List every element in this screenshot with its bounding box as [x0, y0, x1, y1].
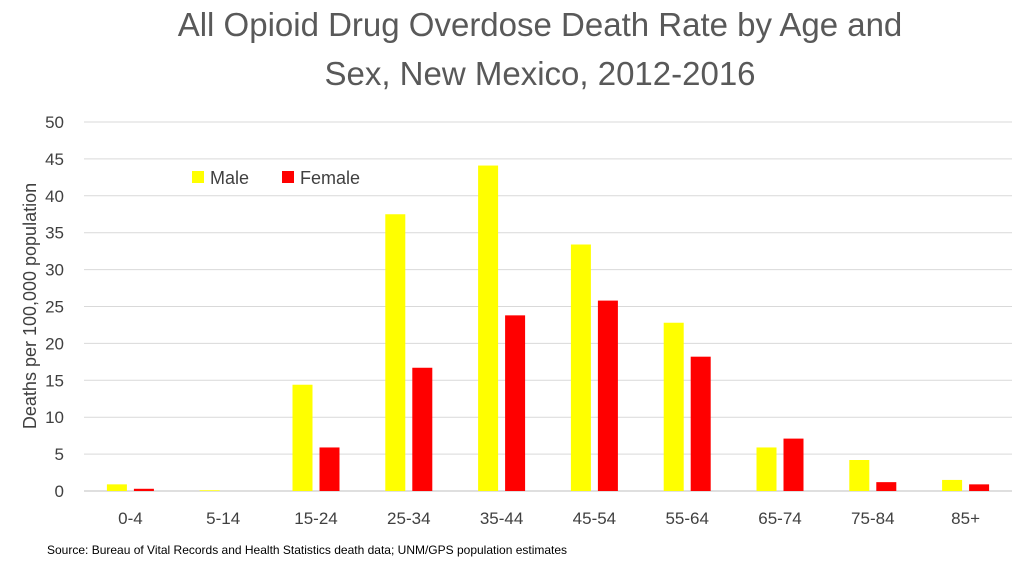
- y-tick-label: 25: [45, 298, 64, 317]
- y-axis-ticks: 0 5 10 15 20 25 30 35 40 45 50: [45, 113, 64, 501]
- bar-male-25-34: [385, 214, 406, 491]
- bar-female-25-34: [412, 367, 433, 491]
- y-tick-label: 10: [45, 408, 64, 427]
- chart-title: All Opioid Drug Overdose Death Rate by A…: [178, 6, 903, 92]
- x-axis-ticks: 0-4 5-14 15-24 25-34 35-44 45-54 55-64 65-74 75-…: [118, 509, 980, 528]
- y-tick-label: 5: [55, 445, 64, 464]
- bar-male-0-4: [106, 484, 127, 491]
- y-axis-label: Deaths per 100,000 population: [20, 183, 40, 429]
- y-tick-label: 50: [45, 113, 64, 132]
- legend: Male Female: [192, 168, 360, 188]
- legend-label-female: Female: [300, 168, 360, 188]
- bar-female-55-64: [690, 356, 711, 491]
- legend-swatch-female: [282, 171, 294, 183]
- x-tick-label: 5-14: [206, 509, 240, 528]
- x-tick-label: 25-34: [387, 509, 430, 528]
- x-tick-label: 0-4: [118, 509, 143, 528]
- bar-male-55-64: [663, 322, 684, 491]
- bar-male-15-24: [292, 384, 313, 491]
- x-tick-label: 75-84: [851, 509, 894, 528]
- y-tick-label: 40: [45, 187, 64, 206]
- x-tick-label: 45-54: [573, 509, 616, 528]
- bar-male-45-54: [570, 244, 591, 491]
- y-tick-label: 45: [45, 150, 64, 169]
- bar-male-5-14: [199, 490, 220, 491]
- y-tick-label: 0: [55, 482, 64, 501]
- bar-female-75-84: [876, 482, 897, 491]
- bar-male-75-84: [849, 460, 870, 491]
- chart-title-line-2: Sex, New Mexico, 2012-2016: [324, 55, 755, 92]
- bar-female-35-44: [505, 315, 526, 491]
- legend-label-male: Male: [210, 168, 249, 188]
- legend-swatch-male: [192, 171, 204, 183]
- bar-female-45-54: [597, 300, 618, 491]
- bar-male-35-44: [478, 165, 499, 492]
- chart-title-line-1: All Opioid Drug Overdose Death Rate by A…: [178, 6, 903, 43]
- x-tick-label: 55-64: [665, 509, 708, 528]
- y-tick-label: 30: [45, 261, 64, 280]
- bar-male-85+: [942, 479, 963, 491]
- x-tick-label: 65-74: [758, 509, 801, 528]
- gridlines: [84, 121, 1012, 492]
- x-tick-label: 85+: [951, 509, 980, 528]
- y-tick-label: 15: [45, 371, 64, 390]
- bar-female-85+: [969, 484, 990, 491]
- y-tick-label: 35: [45, 224, 64, 243]
- bars: [106, 165, 990, 492]
- bar-female-0-4: [133, 488, 154, 491]
- bar-female-65-74: [783, 438, 804, 491]
- x-tick-label: 35-44: [480, 509, 523, 528]
- source-note: Source: Bureau of Vital Records and Heal…: [47, 543, 567, 557]
- x-tick-label: 15-24: [294, 509, 337, 528]
- bar-female-15-24: [319, 447, 340, 491]
- y-tick-label: 20: [45, 334, 64, 353]
- bar-male-65-74: [756, 447, 777, 491]
